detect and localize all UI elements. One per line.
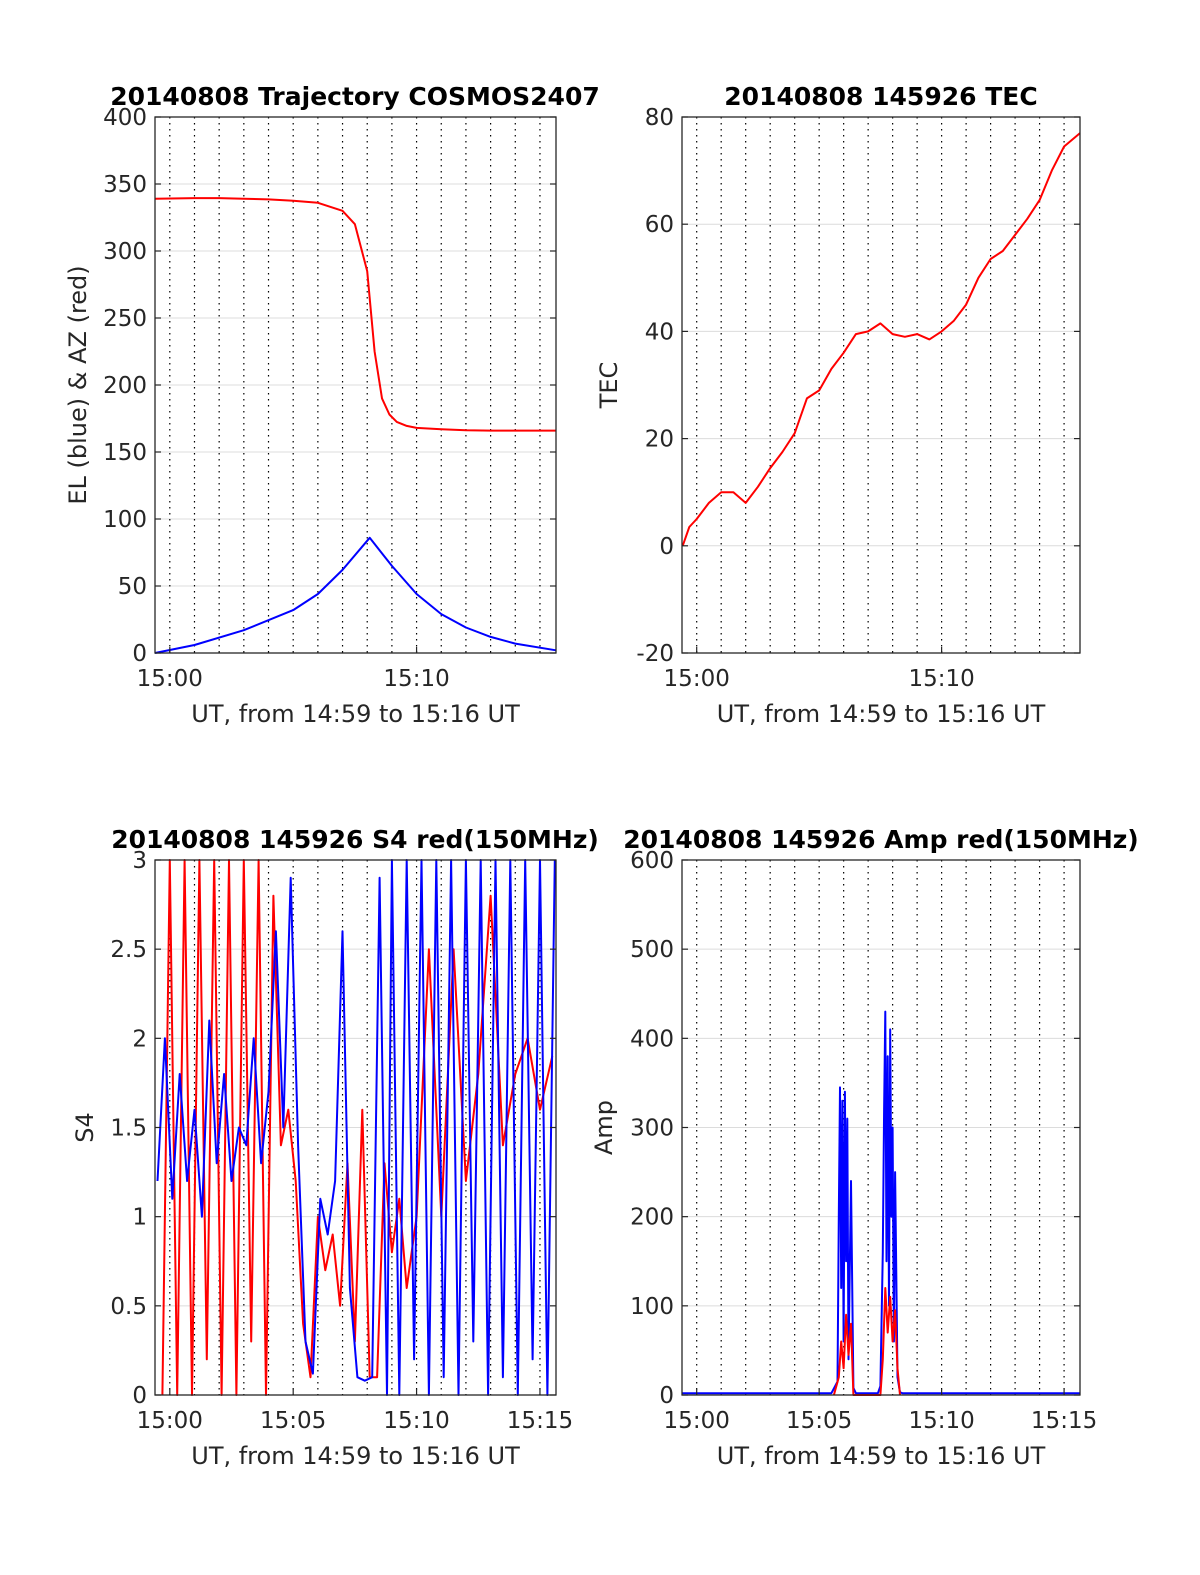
x-tick-label: 15:10 — [908, 1408, 974, 1434]
x-tick-label: 15:15 — [1031, 1408, 1097, 1434]
x-tick-label: 15:00 — [137, 1408, 203, 1434]
y-tick-label: 400 — [630, 1026, 674, 1052]
y-tick-label: 150 — [103, 440, 147, 466]
y-tick-label: 200 — [630, 1205, 674, 1231]
y-tick-label: 200 — [103, 373, 147, 399]
y-tick-label: 40 — [645, 319, 674, 345]
y-tick-label: 100 — [630, 1294, 674, 1320]
x-tick-label: 15:00 — [137, 666, 203, 692]
y-tick-label: 400 — [103, 105, 147, 131]
y-tick-label: 2.5 — [110, 937, 147, 963]
y-tick-label: 0 — [132, 641, 147, 667]
chart-tec: -20 0 20 40 60 80 15:00 15:10 20140808 145926 TE… — [595, 82, 1081, 728]
axes-box — [681, 116, 1081, 654]
x-tick-label: 15:10 — [383, 1408, 449, 1434]
chart-traj: 0 50 100 150 200 250 300 350 400 15:00 15:10 201408… — [64, 82, 600, 728]
y-axis-label: EL (blue) & AZ (red) — [64, 265, 92, 504]
y-tick-label: 0 — [659, 1383, 674, 1409]
y-tick-label: 300 — [103, 239, 147, 265]
y-tick-label: 1 — [132, 1205, 147, 1231]
y-tick-label: 0 — [132, 1383, 147, 1409]
chart-title: 20140808 145926 S4 red(150MHz) — [111, 825, 599, 854]
plot-area — [682, 117, 1080, 653]
y-tick-label: 0.5 — [110, 1294, 147, 1320]
chart-title: 20140808 145926 Amp red(150MHz) — [623, 825, 1139, 854]
y-tick-label: 250 — [103, 306, 147, 332]
series-0-line — [154, 197, 556, 432]
y-tick-label: 2 — [132, 1026, 147, 1052]
y-tick-label: 100 — [103, 507, 147, 533]
y-tick-label: 300 — [630, 1116, 674, 1142]
y-axis-label: TEC — [595, 362, 623, 410]
y-tick-label: -20 — [636, 641, 674, 667]
chart-title: 20140808 Trajectory COSMOS2407 — [110, 82, 600, 111]
y-tick-label: 350 — [103, 172, 147, 198]
series-0-line — [681, 132, 1081, 547]
x-tick-label: 15:05 — [260, 1408, 326, 1434]
x-axis-label: UT, from 14:59 to 15:16 UT — [191, 1442, 520, 1470]
y-axis-label: Amp — [590, 1100, 618, 1155]
y-tick-label: 0 — [659, 534, 674, 560]
y-tick-label: 60 — [645, 212, 674, 238]
chart-s4: 0 0.5 1 1.5 2 2.5 3 15:00 15:05 15:10 15:15 2014080… — [71, 825, 599, 1470]
y-tick-label: 50 — [118, 574, 147, 600]
y-tick-label: 20 — [645, 427, 674, 453]
x-tick-label: 15:15 — [507, 1408, 573, 1434]
y-tick-label: 80 — [645, 105, 674, 131]
x-tick-label: 15:00 — [664, 1408, 730, 1434]
x-axis-label: UT, from 14:59 to 15:16 UT — [191, 700, 520, 728]
x-axis-label: UT, from 14:59 to 15:16 UT — [717, 700, 1046, 728]
chart-amp: 0 100 200 300 400 500 600 15:00 15:05 15:10 15:15 2… — [590, 825, 1139, 1470]
series-1-line — [154, 536, 557, 654]
series-0-line — [682, 1010, 1080, 1395]
x-tick-label: 15:10 — [908, 666, 974, 692]
y-tick-label: 3 — [132, 848, 147, 874]
chart-title: 20140808 145926 TEC — [724, 82, 1037, 111]
x-tick-label: 15:05 — [786, 1408, 852, 1434]
x-tick-label: 15:00 — [664, 666, 730, 692]
y-axis-label: S4 — [71, 1112, 99, 1143]
y-tick-label: 600 — [630, 848, 674, 874]
x-tick-label: 15:10 — [383, 666, 449, 692]
x-axis-label: UT, from 14:59 to 15:16 UT — [717, 1442, 1046, 1470]
y-tick-label: 500 — [630, 937, 674, 963]
y-tick-label: 1.5 — [110, 1116, 147, 1142]
series-0-line — [161, 859, 554, 1396]
